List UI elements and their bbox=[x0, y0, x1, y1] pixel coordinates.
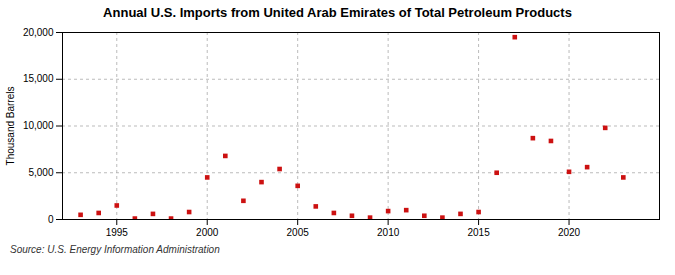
svg-text:15,000: 15,000 bbox=[23, 73, 54, 84]
html-text:Source: U.S. Energy Informatio: Source: U.S. Energy Information Administ… bbox=[10, 244, 220, 255]
svg-text:2020: 2020 bbox=[558, 227, 581, 238]
svg-text:0: 0 bbox=[48, 214, 54, 225]
svg-text:2005: 2005 bbox=[287, 227, 310, 238]
svg-text:Thousand Barrels: Thousand Barrels bbox=[5, 87, 16, 166]
svg-text:10,000: 10,000 bbox=[23, 120, 54, 131]
html-text:Annual U.S. Imports from Unite: Annual U.S. Imports from United Arab Emi… bbox=[103, 5, 572, 20]
svg-text:2010: 2010 bbox=[377, 227, 400, 238]
svg-text:1995: 1995 bbox=[106, 227, 129, 238]
svg-text:2000: 2000 bbox=[196, 227, 219, 238]
svg-text:2015: 2015 bbox=[467, 227, 490, 238]
svg-text:20,000: 20,000 bbox=[23, 27, 54, 38]
svg-text:5,000: 5,000 bbox=[28, 167, 53, 178]
